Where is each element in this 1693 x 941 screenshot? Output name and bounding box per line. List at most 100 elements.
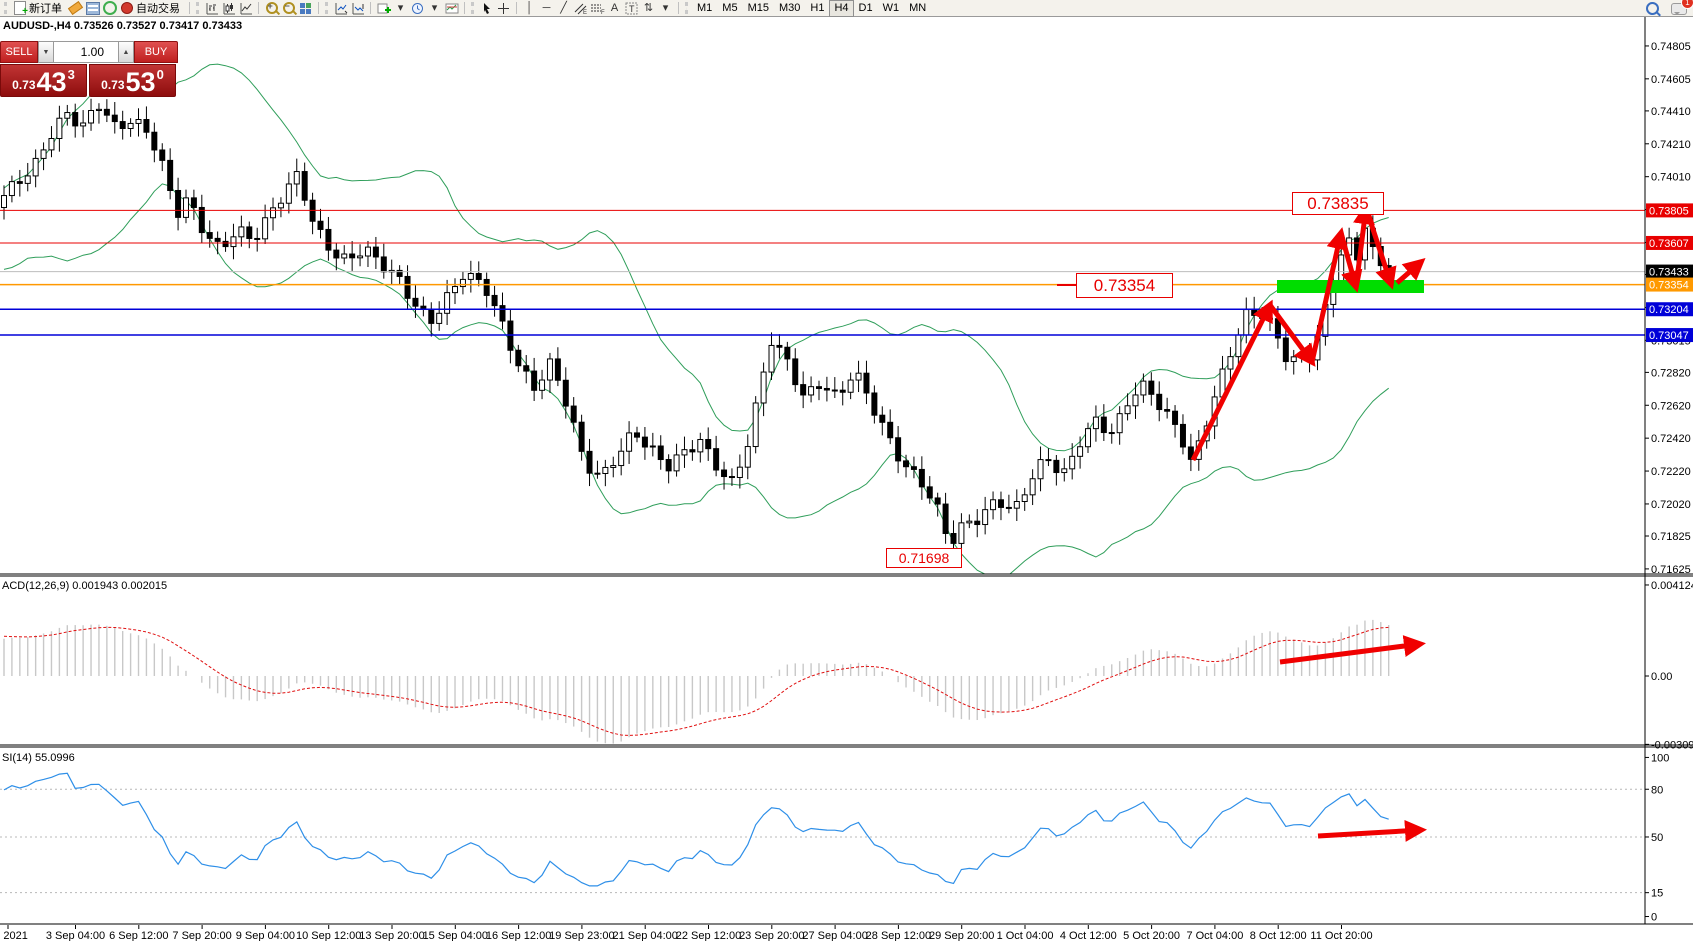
indicator-window-a-icon[interactable] <box>332 1 349 16</box>
notifications-icon[interactable]: 1 <box>1671 0 1693 15</box>
new-order-label[interactable]: 新订单 <box>29 3 62 15</box>
tile-windows-icon[interactable] <box>297 1 314 16</box>
time-axis-label: 21 Sep 04:00 <box>612 930 677 941</box>
sell-price-box[interactable]: 0.73 43 3 <box>0 64 87 97</box>
axis-label: 15 <box>1651 888 1663 900</box>
toolbar-separator <box>318 2 319 14</box>
vertical-line-tool-icon[interactable]: │ <box>526 1 533 14</box>
bar-chart-icon[interactable] <box>203 1 220 16</box>
chart-window-icon[interactable] <box>84 1 101 16</box>
axis-label: 0.72220 <box>1651 466 1691 478</box>
tf-button-h1[interactable]: H1 <box>810 2 825 14</box>
toolbar-grip[interactable] <box>196 2 199 14</box>
sell-price-big: 43 <box>36 66 67 97</box>
trend-arrow[interactable] <box>1317 819 1427 842</box>
label-tool-icon[interactable]: T <box>623 1 640 16</box>
tf-button-m15[interactable]: M15 <box>747 2 769 14</box>
signal-icon[interactable] <box>101 1 118 16</box>
chart-title: AUDUSD-,H4 0.73526 0.73527 0.73417 0.734… <box>3 20 243 32</box>
axis-label: 50 <box>1651 832 1663 844</box>
trend-arrow[interactable] <box>1338 232 1363 293</box>
toolbar-grip[interactable] <box>325 2 328 14</box>
styler-icon[interactable] <box>67 0 84 16</box>
toolbar-grip[interactable] <box>471 2 474 14</box>
dropdown-caret-icon[interactable]: ▾ <box>431 1 438 14</box>
zoom-out-icon[interactable]: − <box>280 1 297 16</box>
crosshair-icon[interactable] <box>495 1 512 16</box>
annotation-label-low[interactable]: 0.71698 <box>886 548 962 568</box>
candlestick-chart-icon[interactable] <box>220 1 237 16</box>
channel-tool-icon[interactable]: E <box>572 1 589 16</box>
axis-label: 0.73805 <box>1649 205 1689 217</box>
time-axis-label: 4 Oct 12:00 <box>1060 930 1117 941</box>
axis-label: 0.73354 <box>1649 280 1689 292</box>
arrows-tool-icon[interactable]: ⇅ <box>643 1 654 14</box>
time-axis-label: 19 Sep 23:00 <box>549 930 614 941</box>
macd-label: ACD(12,26,9) 0.001943 0.002015 <box>2 580 168 592</box>
time-axis-label: 28 Sep 12:00 <box>866 930 931 941</box>
buy-price-sup: 0 <box>156 67 164 82</box>
tf-button-mn[interactable]: MN <box>909 2 927 14</box>
trend-arrow[interactable] <box>1395 258 1426 285</box>
trend-arrow[interactable] <box>1363 207 1397 290</box>
toolbar-grip[interactable] <box>4 2 7 14</box>
axis-label: 80 <box>1651 784 1663 796</box>
toolbar-separator <box>189 2 190 14</box>
time-axis-label: 6 Sep 12:00 <box>109 930 168 941</box>
trend-arrow[interactable] <box>1190 299 1273 462</box>
trend-arrow[interactable] <box>1309 227 1349 363</box>
buy-button[interactable]: BUY <box>134 41 178 63</box>
trend-arrow[interactable] <box>1267 303 1316 367</box>
horizontal-line-tool-icon[interactable]: ─ <box>542 1 551 14</box>
toolbar-separator <box>370 2 371 14</box>
annotation-label-high[interactable]: 0.73835 <box>1292 192 1384 215</box>
annotation-text: 0.73835 <box>1307 193 1369 213</box>
dropdown-caret-icon[interactable]: ▾ <box>397 1 404 14</box>
notification-badge: 1 <box>1681 0 1693 9</box>
buy-price-box[interactable]: 0.73 53 0 <box>89 64 176 97</box>
axis-label: 0.74605 <box>1651 74 1691 86</box>
trendline-tool-icon[interactable]: ╱ <box>560 1 567 14</box>
sell-price-prefix: 0.73 <box>12 78 36 92</box>
tf-button-w1[interactable]: W1 <box>882 2 900 14</box>
annotation-label-support[interactable]: 0.73354 <box>1076 273 1173 298</box>
text-tool-icon[interactable]: A <box>610 1 619 14</box>
cursor-icon[interactable] <box>478 1 495 16</box>
indicator-window-b-icon[interactable] <box>349 1 366 16</box>
fibonacci-tool-icon[interactable]: F <box>589 1 606 16</box>
trend-arrow[interactable] <box>1279 635 1426 665</box>
dropdown-caret-icon[interactable]: ▾ <box>662 1 669 14</box>
toolbar-grip[interactable] <box>685 2 688 14</box>
time-axis-label: 23 Sep 20:00 <box>739 930 804 941</box>
autotrade-icon[interactable] <box>118 1 135 16</box>
volume-input[interactable] <box>54 41 118 63</box>
time-axis-label: 13 Sep 20:00 <box>359 930 424 941</box>
price-chart[interactable]: 0.748050.746050.744100.742100.740100.738… <box>0 17 1693 941</box>
axis-label: 0.74410 <box>1651 106 1691 118</box>
trend-arrow[interactable] <box>1353 202 1375 288</box>
zoom-in-icon[interactable]: + <box>263 1 280 16</box>
tf-button-h4[interactable]: H4 <box>829 0 854 17</box>
time-axis-label: 15 Sep 04:00 <box>423 930 488 941</box>
tf-button-m1[interactable]: M1 <box>697 2 713 14</box>
period-clock-icon[interactable] <box>409 1 426 16</box>
volume-increase-button[interactable]: ▲ <box>118 41 134 63</box>
line-chart-icon[interactable] <box>237 1 254 16</box>
template-icon[interactable] <box>443 1 460 16</box>
time-axis-label: 8 Oct 12:00 <box>1250 930 1307 941</box>
volume-decrease-button[interactable]: ▼ <box>38 41 54 63</box>
autotrade-label[interactable]: 自动交易 <box>136 3 180 15</box>
search-icon[interactable] <box>1645 1 1661 15</box>
sell-button[interactable]: SELL <box>0 41 38 63</box>
tf-button-m30[interactable]: M30 <box>778 2 801 14</box>
time-axis-label: 10 Sep 12:00 <box>296 930 361 941</box>
tf-button-m5[interactable]: M5 <box>722 2 738 14</box>
tf-button-d1[interactable]: D1 <box>858 2 873 14</box>
axis-label: 0.74010 <box>1651 172 1691 184</box>
add-indicator-icon[interactable] <box>375 1 392 16</box>
time-axis-label: 1 Oct 04:00 <box>997 930 1054 941</box>
time-axis-label: ep 2021 <box>0 930 28 941</box>
sell-price-sup: 3 <box>67 67 75 82</box>
axis-label: 0.004124 <box>1651 580 1693 592</box>
new-order-icon[interactable]: + <box>11 1 28 16</box>
